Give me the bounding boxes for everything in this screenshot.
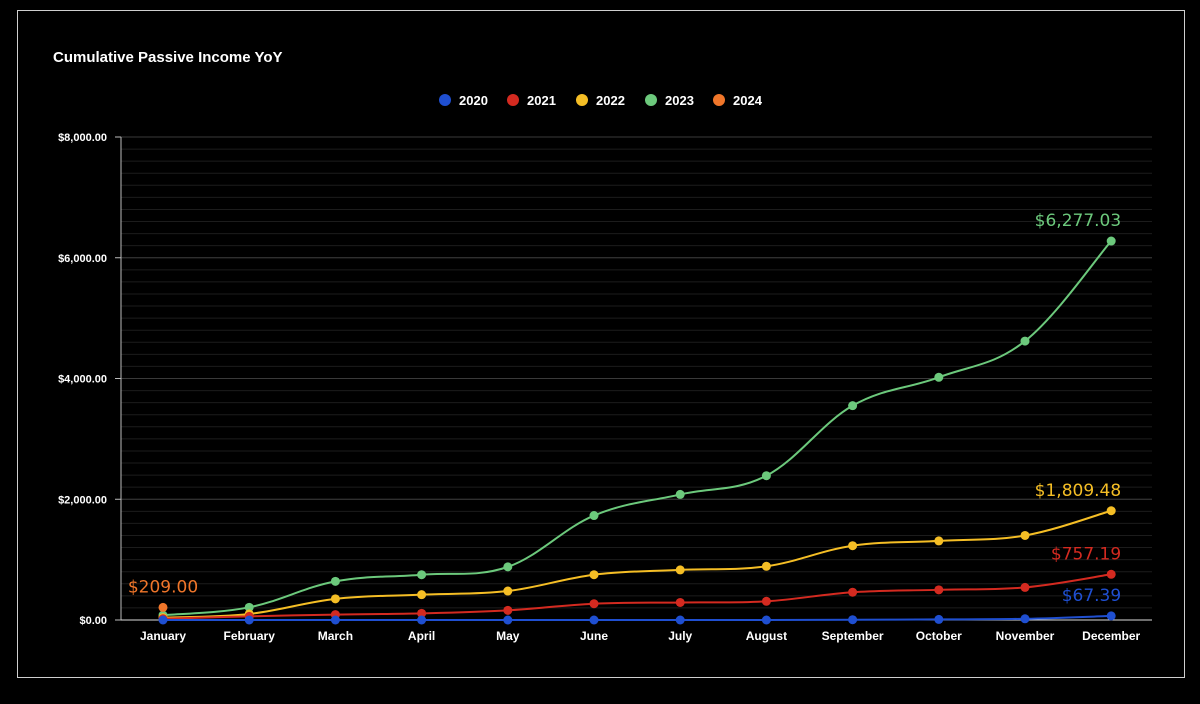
data-point-2020: [675, 615, 685, 625]
data-point-2023: [761, 471, 771, 481]
x-tick-label: October: [916, 629, 962, 643]
y-tick-label: $0.00: [79, 615, 107, 627]
data-point-2020: [761, 615, 771, 625]
legend-marker: [439, 94, 451, 106]
data-point-2023: [244, 602, 254, 612]
data-point-2021: [675, 597, 685, 607]
data-point-2021: [1106, 569, 1116, 579]
data-point-2020: [503, 615, 513, 625]
chart-frame: [17, 10, 1185, 678]
legend-marker: [507, 94, 519, 106]
legend-label: 2024: [733, 93, 763, 108]
data-point-2020: [1106, 611, 1116, 621]
data-point-2020: [244, 615, 254, 625]
x-tick-label: July: [668, 629, 692, 643]
y-tick-label: $6,000.00: [58, 253, 107, 265]
legend-label: 2020: [459, 93, 488, 108]
data-point-2022: [589, 570, 599, 580]
data-point-2020: [848, 615, 858, 625]
data-point-2023: [589, 511, 599, 521]
data-point-2023: [417, 570, 427, 580]
data-point-2021: [1020, 582, 1030, 592]
data-point-2022: [330, 594, 340, 604]
data-label-2020: $67.39: [1062, 586, 1121, 606]
x-tick-label: April: [408, 629, 435, 643]
data-point-2024: [158, 602, 168, 612]
x-tick-label: March: [318, 629, 353, 643]
data-point-2022: [503, 586, 513, 596]
data-point-2022: [1106, 506, 1116, 516]
x-tick-label: December: [1082, 629, 1140, 643]
data-point-2020: [1020, 614, 1030, 624]
data-point-2023: [1020, 336, 1030, 346]
y-tick-label: $2,000.00: [58, 494, 107, 506]
x-tick-label: June: [580, 629, 608, 643]
series-line-2022: [162, 509, 1112, 619]
data-label-2023: $6,277.03: [1035, 211, 1122, 231]
data-point-2022: [761, 561, 771, 571]
data-point-2022: [848, 541, 858, 551]
data-point-2020: [158, 615, 168, 625]
legend-marker: [576, 94, 588, 106]
data-point-2022: [675, 565, 685, 575]
data-point-2021: [589, 599, 599, 609]
data-point-2020: [330, 615, 340, 625]
data-point-2023: [848, 401, 858, 411]
data-point-2021: [848, 587, 858, 597]
series-line-2021: [162, 573, 1112, 620]
chart-title: Cumulative Passive Income YoY: [53, 49, 283, 66]
data-label-2022: $1,809.48: [1035, 481, 1122, 501]
legend-marker: [713, 94, 725, 106]
series-line-2023: [162, 240, 1112, 617]
x-tick-label: February: [224, 629, 276, 643]
data-point-2021: [503, 605, 513, 615]
legend-marker: [645, 94, 657, 106]
data-point-2021: [934, 585, 944, 595]
x-tick-label: August: [746, 629, 787, 643]
data-point-2020: [934, 614, 944, 624]
x-tick-label: September: [822, 629, 884, 643]
y-tick-label: $4,000.00: [58, 374, 107, 386]
x-tick-label: November: [996, 629, 1055, 643]
data-point-2023: [1106, 236, 1116, 246]
data-point-2023: [503, 562, 513, 572]
data-point-2020: [589, 615, 599, 625]
legend-label: 2022: [596, 93, 625, 108]
series-line-2020: [163, 614, 1112, 622]
data-point-2022: [934, 536, 944, 546]
y-tick-label: $8,000.00: [58, 132, 107, 144]
data-point-2022: [1020, 530, 1030, 540]
data-label-2024: $209.00: [128, 577, 198, 597]
legend-label: 2021: [527, 93, 556, 108]
data-point-2023: [675, 489, 685, 499]
data-point-2023: [330, 576, 340, 586]
data-point-2022: [417, 590, 427, 600]
legend-label: 2023: [665, 93, 694, 108]
data-point-2021: [761, 596, 771, 606]
data-label-2021: $757.19: [1051, 544, 1121, 564]
x-tick-label: May: [496, 629, 520, 643]
data-point-2023: [934, 372, 944, 382]
x-tick-label: January: [140, 629, 186, 643]
data-point-2020: [417, 615, 427, 625]
data-point-2021: [417, 608, 427, 618]
